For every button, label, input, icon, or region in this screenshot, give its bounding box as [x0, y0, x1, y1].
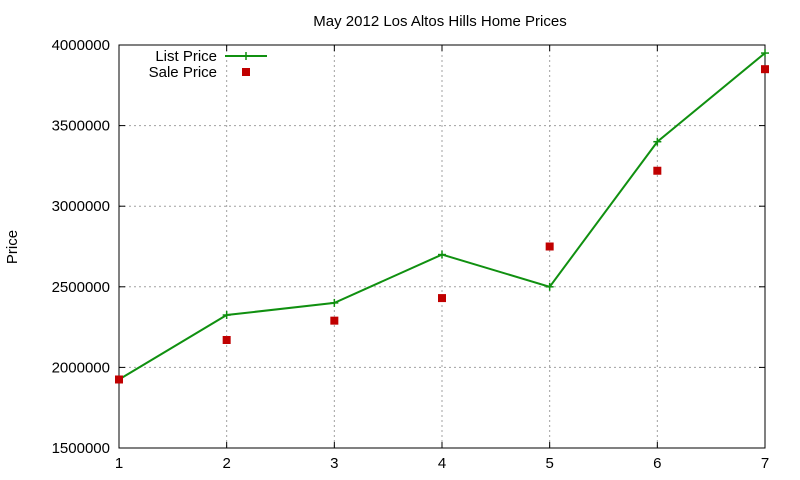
- x-tick-label: 6: [653, 455, 661, 472]
- series-layer: [115, 49, 769, 384]
- y-tick-label: 2000000: [52, 359, 110, 376]
- sale-price-point: [222, 335, 231, 344]
- y-tick-label: 2500000: [52, 279, 110, 296]
- x-tick-label: 4: [438, 455, 446, 472]
- sale-price-point: [115, 375, 123, 384]
- x-tick-label: 3: [330, 455, 338, 472]
- legend-swatch-marker: [242, 52, 250, 60]
- legend-swatch-marker: [242, 68, 250, 76]
- legend-label: Sale Price: [149, 64, 217, 81]
- plot-frame: [118, 44, 766, 449]
- y-tick-label: 3000000: [52, 198, 110, 215]
- x-tick-labels: 1 2 3 4 5 6 7: [115, 455, 769, 472]
- sale-price-point: [330, 316, 339, 325]
- sale-price-point: [761, 65, 769, 74]
- x-tick-label: 7: [761, 455, 769, 472]
- grid-lines: [119, 45, 765, 448]
- y-tick-labels: 1500000 2000000 2500000 3000000 3500000 40000…: [52, 37, 110, 457]
- list-price-point: [545, 282, 554, 291]
- x-tick-label: 1: [115, 455, 123, 472]
- y-tick-label: 1500000: [52, 440, 110, 457]
- list-price-point: [761, 49, 769, 58]
- list-price-point: [438, 250, 446, 259]
- list-price-point: [653, 137, 662, 146]
- y-axis-label: Price: [4, 230, 21, 264]
- series-sale-price: [115, 65, 769, 384]
- chart-title: May 2012 Los Altos Hills Home Prices: [313, 13, 566, 30]
- x-tick-label: 5: [545, 455, 553, 472]
- sale-price-point: [438, 294, 446, 303]
- list-price-point: [222, 311, 231, 320]
- x-tick-label: 2: [222, 455, 230, 472]
- sale-price-point: [653, 166, 662, 175]
- y-tick-label: 3500000: [52, 118, 110, 135]
- list-price-point: [330, 298, 339, 307]
- legend-label: List Price: [155, 48, 217, 65]
- y-tick-label: 4000000: [52, 37, 110, 54]
- sale-price-point: [545, 242, 554, 251]
